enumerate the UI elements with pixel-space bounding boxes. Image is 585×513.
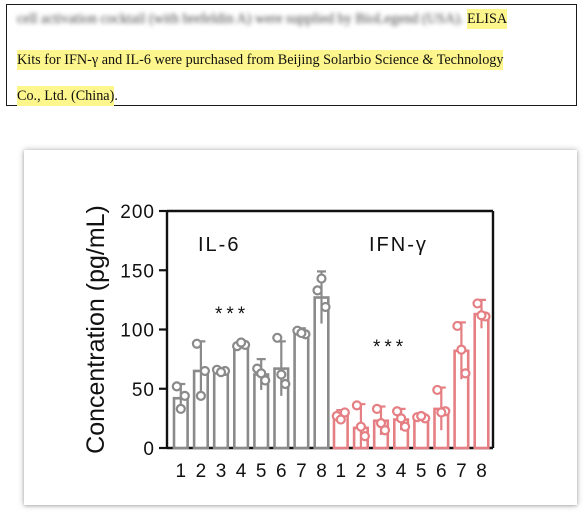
data-point xyxy=(351,400,362,411)
x-tick-label: 1 xyxy=(336,461,347,482)
highlighted-text: ELISA xyxy=(466,9,508,29)
data-point xyxy=(359,431,370,442)
data-point xyxy=(312,285,323,296)
data-point xyxy=(195,390,206,401)
highlighted-text: Kits for IFN-γ and IL-6 were purchased f… xyxy=(17,50,504,70)
significance-marker: *** xyxy=(373,337,407,358)
data-point xyxy=(371,403,383,414)
document-excerpt: cell activation cocktail (with brefeldin… xyxy=(6,4,577,106)
data-point xyxy=(355,421,366,432)
y-tick-label: 200 xyxy=(120,202,155,223)
data-point xyxy=(320,301,331,313)
x-tick-label: 6 xyxy=(436,461,447,482)
data-point xyxy=(432,384,443,396)
data-point xyxy=(316,273,327,284)
x-tick-label: 8 xyxy=(476,461,487,482)
x-tick-label: 3 xyxy=(376,461,387,482)
data-point xyxy=(456,344,467,355)
figure-card: 0 50 100 150 200 Concentration (pg/mL) 1 2 3 4 5 6 7… xyxy=(24,150,577,505)
data-point xyxy=(416,410,427,422)
x-tick-label: 8 xyxy=(316,461,327,482)
y-tick-label: 0 xyxy=(143,439,155,460)
y-tick-label: 150 xyxy=(120,261,155,282)
bar xyxy=(212,369,230,450)
x-tick-label: 7 xyxy=(456,461,467,482)
highlighted-text: Co., Ltd. (China) xyxy=(17,86,115,106)
y-axis-title: Concentration (pg/mL) xyxy=(82,205,110,454)
data-point xyxy=(179,390,190,401)
data-point xyxy=(175,403,186,414)
bar xyxy=(473,312,490,450)
data-point xyxy=(171,381,182,392)
data-point xyxy=(236,337,247,348)
data-point xyxy=(256,368,267,379)
x-tick-label: 6 xyxy=(276,461,287,482)
data-point xyxy=(296,327,307,339)
x-tick-label: 4 xyxy=(236,461,247,482)
y-tick-label: 50 xyxy=(132,380,155,401)
data-point xyxy=(191,338,202,349)
group-label: IL-6 xyxy=(198,234,240,256)
redacted-text: cell activation cocktail (with brefeldin… xyxy=(17,11,464,27)
text-line-2: Kits for IFN-γ and IL-6 were purchased f… xyxy=(17,50,504,70)
data-point xyxy=(335,414,346,425)
data-point xyxy=(436,407,447,418)
data-point xyxy=(375,418,387,429)
x-tick-label: 5 xyxy=(416,461,427,482)
data-point xyxy=(472,298,483,309)
text-line-3: Co., Ltd. (China). xyxy=(17,86,118,106)
x-tick-label: 3 xyxy=(216,461,227,482)
group-label: IFN-γ xyxy=(369,234,428,256)
significance-marker: *** xyxy=(215,304,249,325)
x-tick-label: 5 xyxy=(256,461,267,482)
data-point xyxy=(396,413,407,424)
text-line-1: cell activation cocktail (with brefeldin… xyxy=(17,9,508,29)
data-point xyxy=(476,310,487,321)
data-point xyxy=(199,365,210,377)
x-tick-label: 7 xyxy=(296,461,307,482)
x-tick-label: 1 xyxy=(176,461,187,482)
data-point xyxy=(400,421,411,432)
x-tick-label: 4 xyxy=(396,461,407,482)
data-point xyxy=(272,332,283,343)
bar xyxy=(293,330,310,450)
bar xyxy=(233,343,250,450)
data-point xyxy=(276,369,287,380)
data-point xyxy=(280,378,291,390)
x-tick-label: 2 xyxy=(196,461,207,482)
data-point xyxy=(460,368,471,379)
data-point xyxy=(215,367,227,378)
x-tick-label: 2 xyxy=(356,461,367,482)
y-tick-label: 100 xyxy=(120,321,155,342)
period: . xyxy=(114,88,118,104)
data-point xyxy=(452,320,463,332)
